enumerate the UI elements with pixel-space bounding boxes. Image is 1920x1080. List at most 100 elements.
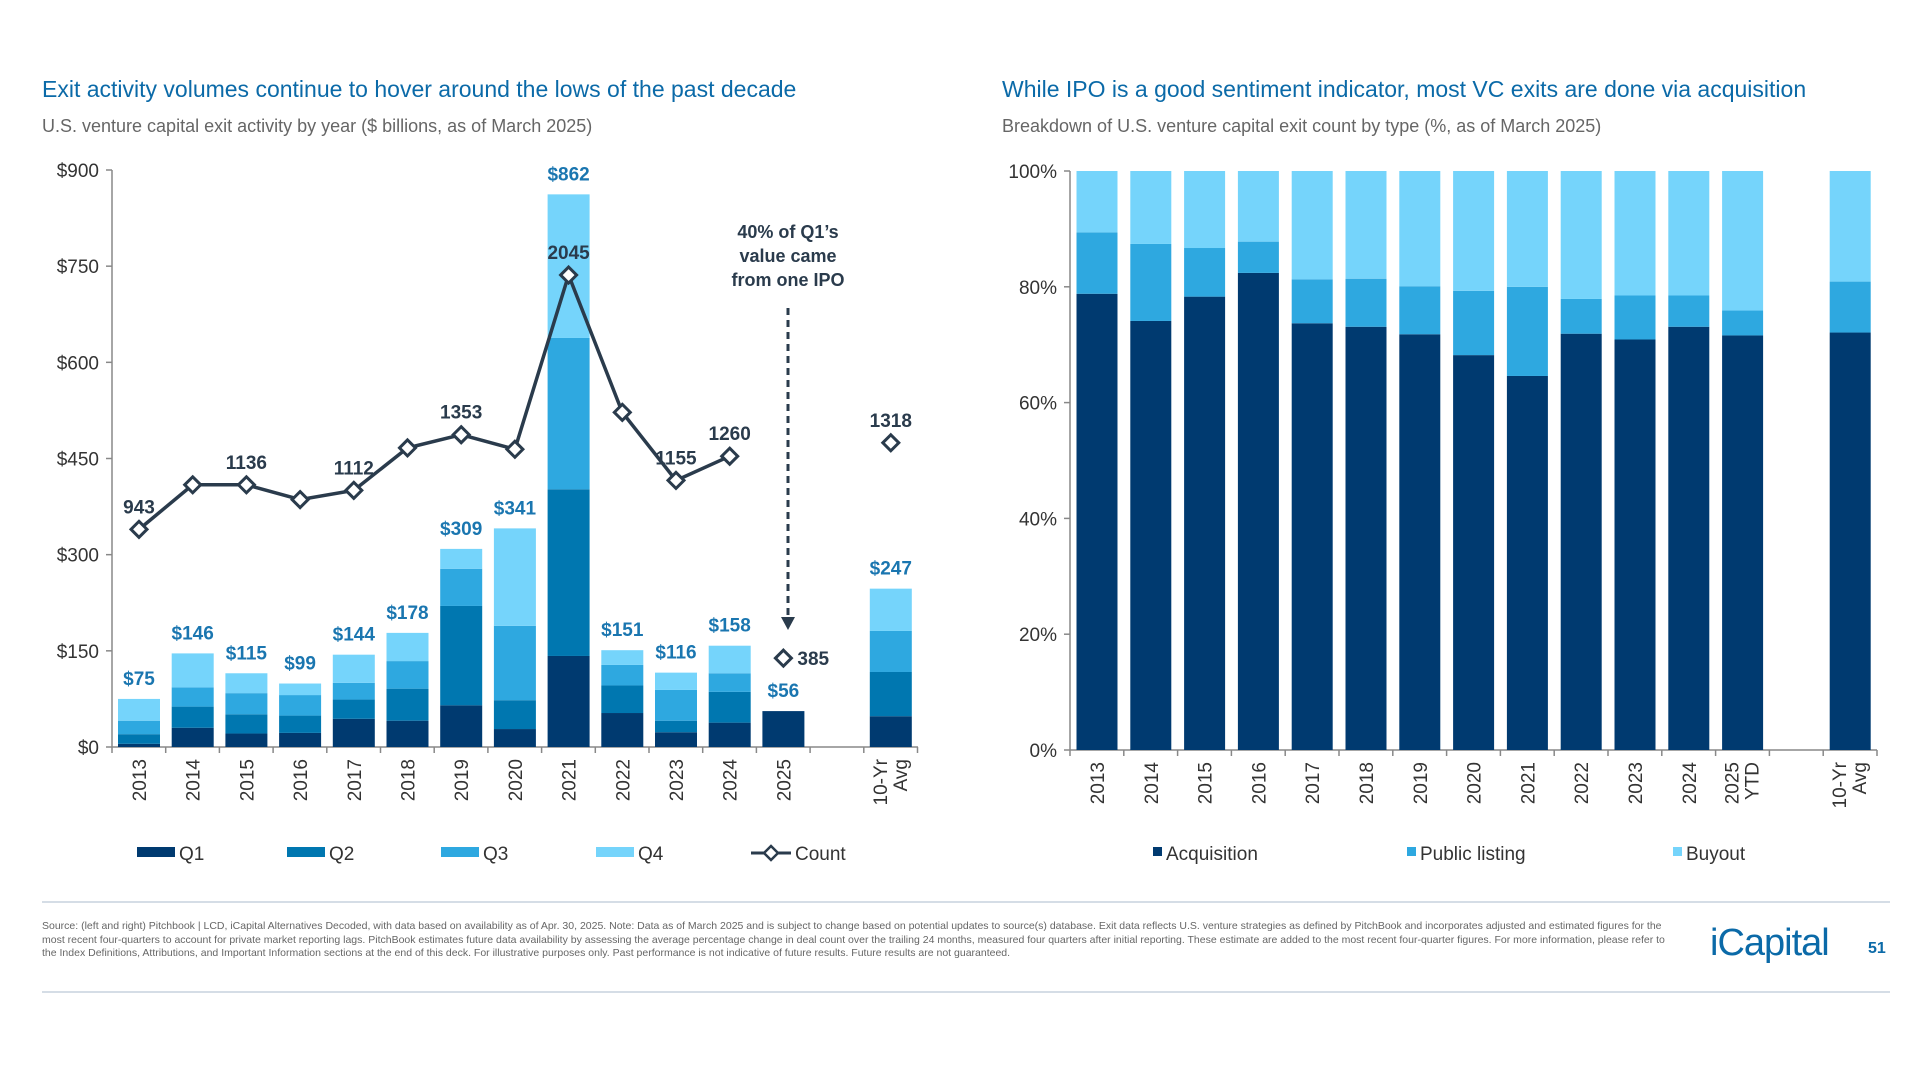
bar-segment-public-listing — [1130, 243, 1172, 321]
bar-segment-q4 — [171, 653, 214, 688]
bar-segment-q1 — [708, 722, 751, 747]
bar-segment-acquisition — [1399, 334, 1441, 750]
bar-segment-q2 — [708, 691, 751, 723]
bar-segment-acquisition — [1237, 272, 1279, 750]
ipo-annotation-text: 40% of Q1’s — [737, 222, 838, 242]
x-tick-label: 2017 — [1303, 762, 1324, 804]
bar-segment-q1 — [118, 743, 160, 747]
page-number: 51 — [1868, 940, 1886, 957]
bar-total-label: $151 — [601, 620, 644, 641]
bar-segment-q4 — [869, 588, 912, 631]
bar-total-label: $178 — [386, 603, 428, 624]
bar-segment-q4 — [118, 698, 160, 721]
bar-segment-public-listing — [1291, 279, 1333, 324]
bar-segment-buyout — [1076, 171, 1118, 233]
bar-segment-q3 — [118, 720, 160, 735]
bar-segment-q4 — [601, 650, 644, 665]
bar-segment-buyout — [1453, 171, 1495, 291]
count-marker-diamond-icon — [665, 470, 687, 491]
bar-segment-public-listing — [1076, 232, 1118, 294]
bar-segment-buyout — [1399, 171, 1441, 287]
bar-segment-public-listing — [1722, 310, 1764, 336]
bar-segment-q2 — [171, 706, 214, 728]
bar-segment-acquisition — [1506, 375, 1548, 750]
bar-segment-q2 — [547, 489, 590, 656]
bar-total-label: $99 — [284, 654, 316, 675]
count-marker-diamond-icon — [289, 489, 311, 510]
x-tick-label: 2023 — [1626, 762, 1647, 804]
count-marker-diamond-icon — [397, 437, 418, 459]
bar-segment-q1 — [493, 729, 536, 747]
legend-label: Count — [795, 844, 846, 865]
ipo-annotation-text: from one IPO — [731, 270, 844, 290]
legend-label: Acquisition — [1166, 844, 1258, 865]
count-marker-diamond-icon — [558, 264, 579, 286]
bar-segment-buyout — [1506, 171, 1548, 287]
legend-label: Q2 — [329, 844, 354, 865]
count-marker-diamond-icon — [182, 474, 203, 495]
legend-label: Q1 — [179, 844, 204, 865]
x-tick-label: 2013 — [130, 759, 151, 801]
count-label: 1155 — [655, 448, 697, 469]
bar-segment-public-listing — [1829, 281, 1871, 333]
bar-segment-acquisition — [1560, 333, 1602, 750]
bar-segment-public-listing — [1453, 290, 1495, 356]
bar-segment-acquisition — [1668, 326, 1710, 750]
bar-segment-q2 — [601, 685, 644, 714]
x-tick-label: 2015 — [237, 759, 258, 801]
x-tick-label: 2024 — [1680, 762, 1701, 805]
x-tick-label: 2020 — [1465, 762, 1486, 804]
count-line — [137, 269, 731, 531]
bar-segment-q4 — [332, 654, 375, 683]
legend-label: Q3 — [483, 844, 508, 865]
y-tick-label: $300 — [57, 546, 99, 567]
bar-segment-acquisition — [1184, 296, 1226, 750]
bar-segment-q2 — [118, 734, 160, 744]
bar-segment-q1 — [171, 727, 214, 747]
bar-segment-q3 — [655, 689, 697, 721]
count-marker-diamond-icon — [504, 439, 526, 460]
bar-segment-public-listing — [1506, 286, 1548, 376]
x-tick-label: 2023 — [667, 759, 688, 801]
bar-segment-q1 — [762, 711, 805, 747]
bar-segment-buyout — [1184, 171, 1226, 249]
x-tick-label: 2017 — [345, 759, 366, 801]
y-tick-label: $750 — [57, 257, 99, 278]
bar-segment-q2 — [493, 700, 536, 730]
bar-segment-q3 — [332, 682, 375, 700]
right-chart-title: While IPO is a good sentiment indicator,… — [1002, 76, 1807, 102]
bar-segment-buyout — [1291, 171, 1333, 280]
bar-segment-q4 — [655, 672, 697, 690]
count-label: 1318 — [870, 411, 912, 432]
icapital-logo: iCapital — [1710, 922, 1830, 964]
bar-segment-acquisition — [1076, 293, 1118, 750]
bar-segment-public-listing — [1560, 298, 1602, 334]
bar-segment-public-listing — [1399, 286, 1441, 335]
count-marker-diamond-icon — [451, 424, 472, 445]
bar-segment-acquisition — [1345, 326, 1387, 750]
bar-total-label: $116 — [655, 643, 696, 664]
x-tick-label: 2025YTD — [1723, 762, 1764, 804]
right-chart-subtitle: Breakdown of U.S. venture capital exit c… — [1002, 116, 1602, 136]
x-tick-label: 2014 — [1142, 762, 1163, 805]
legend-swatch-q3 — [441, 847, 479, 857]
x-tick-label: 2013 — [1088, 762, 1109, 804]
bar-segment-q1 — [869, 716, 912, 747]
left-chart-subtitle: U.S. venture capital exit activity by ye… — [42, 116, 593, 136]
bar-total-label: $247 — [870, 559, 912, 580]
y-tick-label: $900 — [57, 161, 99, 182]
count-marker-diamond-icon — [773, 648, 794, 669]
x-tick-label: 2020 — [506, 759, 527, 801]
bar-segment-buyout — [1829, 171, 1871, 282]
x-tick-label: 2024 — [721, 759, 742, 802]
y-tick-label: 80% — [1019, 278, 1057, 299]
y-tick-label: 40% — [1019, 509, 1057, 530]
x-tick-label: 2015 — [1196, 762, 1217, 804]
bar-segment-q2 — [440, 605, 483, 706]
legend-label: Public listing — [1420, 844, 1526, 865]
bar-segment-q1 — [547, 655, 590, 747]
footer-divider-bottom — [42, 991, 1890, 993]
bar-segment-buyout — [1560, 171, 1602, 299]
x-tick-label: 2018 — [399, 759, 420, 801]
bar-segment-q3 — [547, 337, 590, 490]
